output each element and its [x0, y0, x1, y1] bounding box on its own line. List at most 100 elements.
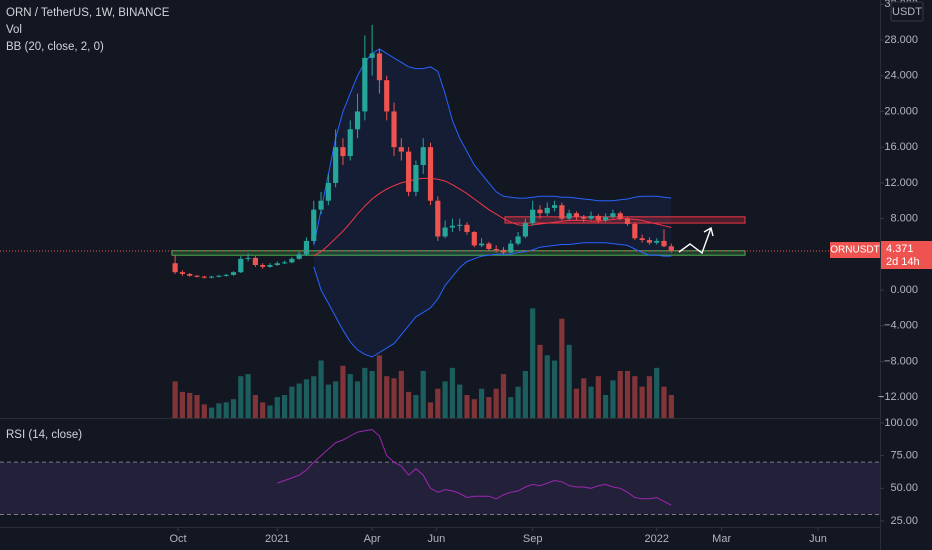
candle-body: [230, 272, 237, 275]
volume-bar: [478, 388, 485, 418]
candle-body: [515, 236, 521, 244]
candle-body: [530, 209, 536, 224]
candle-body: [303, 240, 310, 255]
candle-body: [566, 213, 572, 219]
candle-body: [340, 147, 346, 157]
candle-body: [610, 213, 616, 217]
candle-body: [384, 80, 390, 112]
volume-bar: [223, 402, 229, 418]
zone: [171, 250, 746, 256]
volume-bar: [632, 376, 638, 418]
volume-bar: [201, 404, 207, 418]
y-tick-label: 100.00: [884, 417, 918, 429]
candle-body: [573, 213, 580, 217]
x-tick-label: Mar: [712, 533, 731, 545]
x-tick-label: Sep: [523, 533, 543, 545]
volume-bar: [515, 386, 521, 418]
volume-bar: [216, 403, 222, 418]
volume-bar: [449, 367, 456, 418]
chart-title: ORN / TetherUS, 1W, BINANCE: [6, 7, 170, 19]
currency: USDT: [892, 6, 922, 18]
volume-bar: [603, 395, 609, 418]
volume-bar: [581, 378, 587, 418]
volume-bar: [427, 402, 434, 418]
candle-body: [369, 53, 375, 58]
bb-upper: [313, 48, 672, 246]
volume-bar: [595, 376, 601, 418]
y-tick-label: 0.000: [890, 284, 918, 296]
bb-label: BB (20, close, 2, 0): [6, 41, 104, 53]
candle-body: [522, 223, 528, 237]
volume-bar: [413, 395, 419, 418]
volume-bar: [573, 388, 580, 418]
x-tick-label: 2021: [265, 533, 289, 545]
volume-bar: [325, 384, 331, 418]
candle-body: [325, 182, 331, 201]
volume-bar: [646, 376, 653, 418]
rsi-band: [0, 462, 880, 515]
volume-bar: [267, 405, 273, 418]
candle-body: [595, 215, 601, 221]
volume-bar: [668, 395, 674, 418]
candle-body: [398, 147, 404, 152]
volume-bar: [457, 384, 463, 418]
y-tick-label: 8.000: [890, 213, 918, 225]
volume-bar: [435, 388, 441, 418]
candle-body: [201, 276, 207, 278]
volume-bar: [354, 381, 361, 418]
y-tick-label: 24.000: [884, 70, 918, 82]
x-tick-label: 2022: [644, 533, 668, 545]
candle-body: [406, 151, 412, 192]
candle-body: [413, 165, 419, 192]
volume-bar: [311, 376, 317, 418]
volume-bar: [245, 374, 251, 418]
candle-body: [274, 263, 280, 266]
candle-body: [449, 225, 456, 228]
candle-body: [500, 249, 507, 253]
volume-bar: [661, 386, 667, 418]
y-tick-label: 12.000: [884, 177, 918, 189]
candle-body: [508, 243, 514, 253]
volume-bar: [369, 370, 375, 418]
volume-bar: [230, 399, 237, 418]
candle-body: [296, 254, 302, 259]
candle-body: [486, 243, 492, 249]
candle-body: [427, 147, 434, 201]
candle-body: [289, 258, 295, 263]
rsi-label: RSI (14, close): [6, 429, 82, 441]
volume-bar: [544, 355, 550, 418]
candle-body: [252, 257, 258, 266]
volume-bar: [194, 395, 200, 418]
candle-body: [260, 265, 266, 267]
volume-bar: [566, 344, 572, 418]
candle-body: [478, 243, 485, 246]
volume-bar: [238, 376, 244, 418]
volume-bar: [442, 381, 448, 418]
candle-body: [194, 275, 200, 277]
candle-body: [376, 53, 383, 81]
candle-body: [493, 248, 499, 250]
volume-bar: [296, 383, 302, 418]
candle-body: [457, 224, 463, 226]
volume-bar: [289, 386, 295, 418]
candle-body: [420, 147, 426, 166]
volume-bar: [252, 395, 258, 418]
volume-bar: [559, 318, 565, 418]
y-tick-label: −4.000: [884, 320, 918, 332]
volume-bar: [508, 397, 514, 418]
candle-body: [281, 262, 288, 264]
volume-bar: [260, 402, 266, 418]
volume-bar: [617, 370, 623, 418]
candle-body: [588, 215, 594, 219]
candle-body: [603, 216, 609, 221]
candle-body: [333, 147, 339, 183]
candle-body: [435, 200, 441, 237]
volume-bar: [530, 308, 536, 418]
candle-body: [311, 209, 317, 241]
y-tick-label: 20.000: [884, 105, 918, 117]
x-tick-label: Jun: [809, 533, 827, 545]
volume-bar: [384, 376, 390, 418]
y-tick-label: 75.00: [890, 450, 918, 462]
candle-body: [471, 231, 477, 246]
